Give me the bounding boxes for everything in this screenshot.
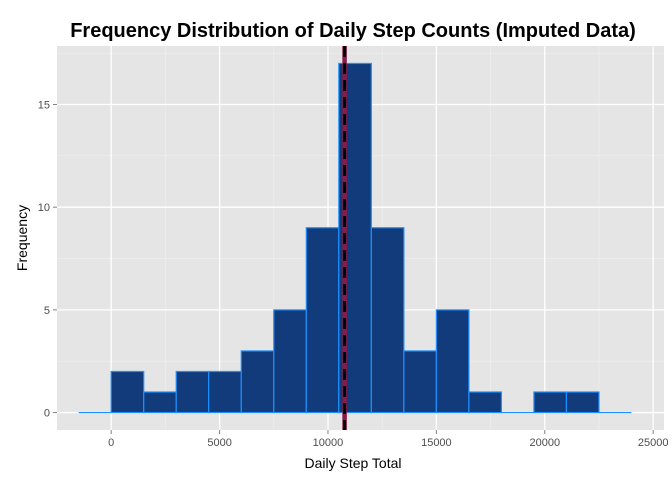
histogram-bar	[240, 350, 275, 414]
y-tick-label: 0	[44, 408, 50, 420]
histogram-bar	[468, 391, 503, 414]
histogram-bar	[533, 391, 568, 414]
histogram-bar	[305, 227, 340, 414]
x-tick-label: 0	[108, 437, 114, 449]
histogram-bar	[143, 391, 177, 414]
x-tick-label: 25000	[638, 437, 669, 449]
chart-title: Frequency Distribution of Daily Step Cou…	[70, 20, 636, 42]
y-tick-label: 10	[38, 202, 50, 214]
histogram-bar	[208, 370, 242, 414]
y-tick-label: 5	[44, 305, 50, 317]
histogram-bar	[110, 370, 145, 414]
histogram-bar	[370, 227, 405, 414]
y-axis-ticks: 0 5 10 15	[38, 100, 57, 420]
y-tick-label: 15	[38, 100, 50, 112]
histogram-bar	[403, 350, 437, 414]
x-tick-label: 15000	[421, 437, 452, 449]
x-axis-ticks: 0 5000 10000 15000 20000 25000	[108, 430, 668, 449]
y-axis-title: Frequency	[14, 205, 30, 271]
x-tick-label: 10000	[313, 437, 344, 449]
histogram-bar	[273, 309, 307, 414]
histogram-bar	[435, 309, 470, 414]
x-tick-label: 20000	[529, 437, 560, 449]
histogram-bar	[565, 391, 600, 414]
x-axis-title: Daily Step Total	[304, 455, 401, 471]
x-tick-label: 5000	[207, 437, 231, 449]
histogram-bar	[175, 370, 210, 414]
